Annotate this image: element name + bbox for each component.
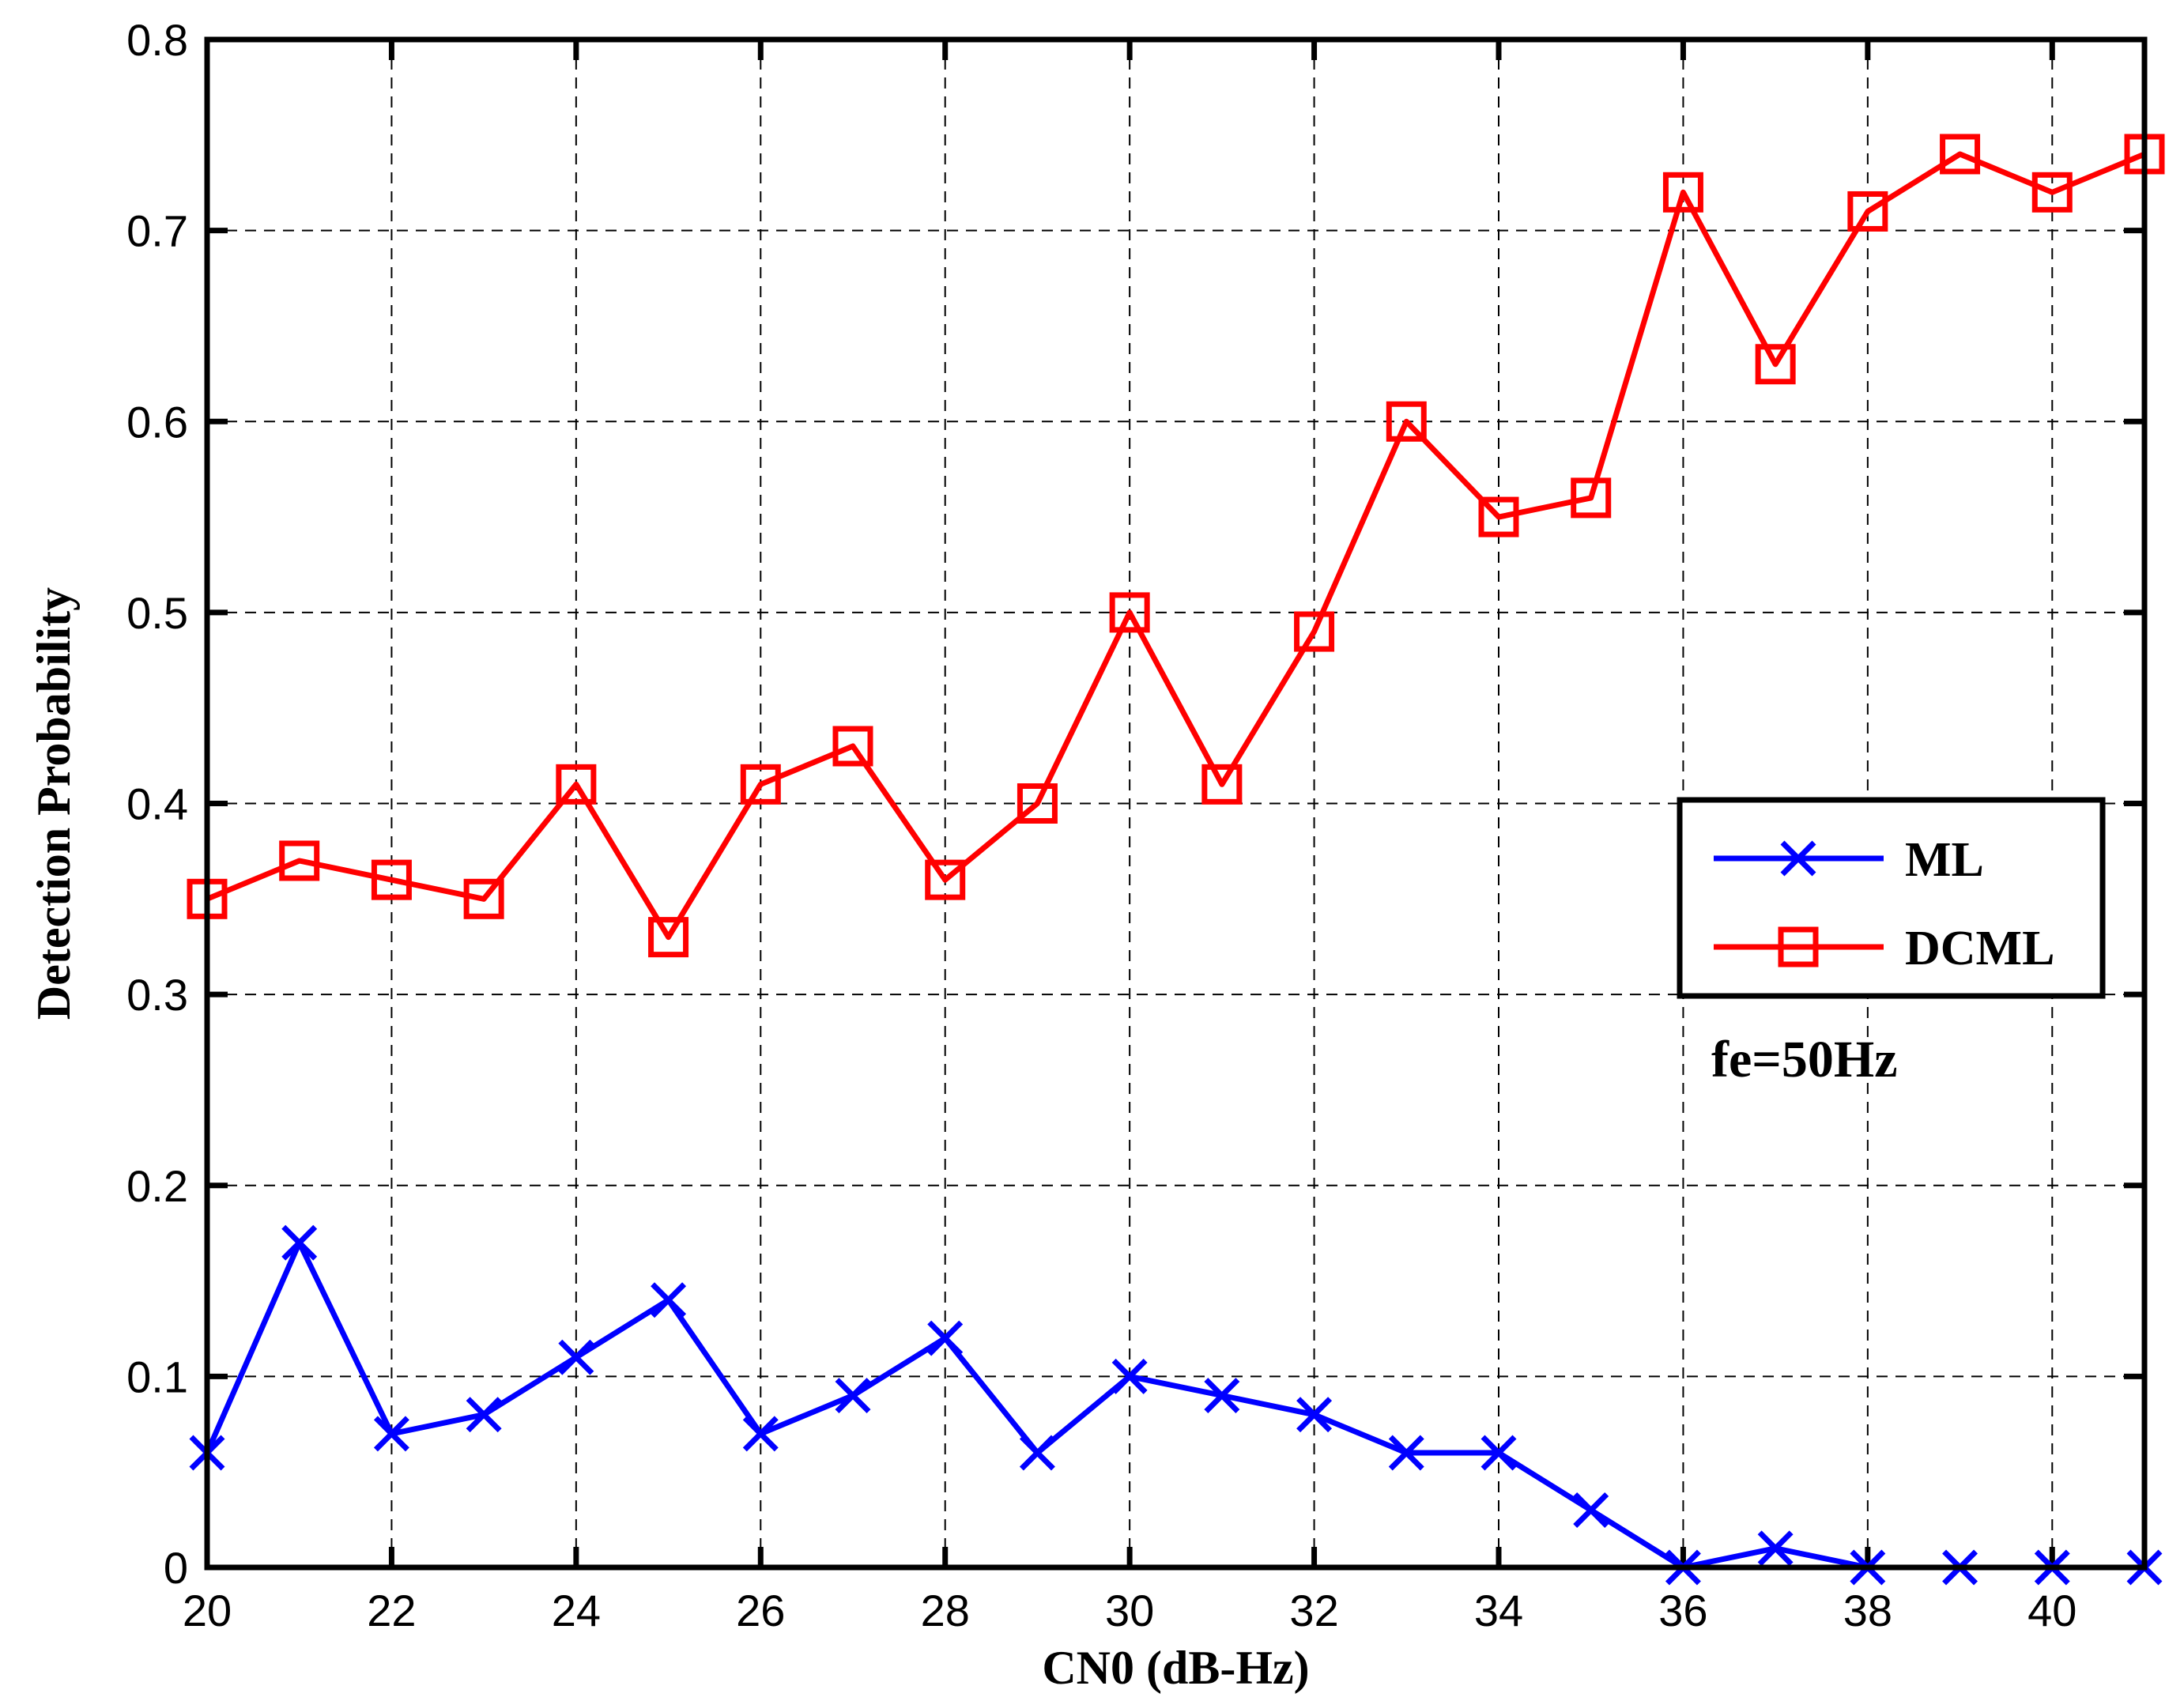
series-ml-point [1204, 1378, 1240, 1414]
series-ml-point [742, 1416, 779, 1452]
x-tick-label: 24 [552, 1586, 601, 1635]
legend-dcml-marker [1778, 926, 1819, 967]
legend-ml-label: ML [1905, 833, 1984, 887]
series-dcml-point [925, 859, 966, 900]
x-tick-label: 28 [921, 1586, 970, 1635]
series-dcml-point [279, 840, 320, 881]
x-tick-label: 40 [2027, 1586, 2076, 1635]
x-tick-label: 34 [1474, 1586, 1523, 1635]
series-dcml-point [1571, 477, 1612, 519]
x-tick-label: 26 [736, 1586, 785, 1635]
series-dcml-point [2031, 172, 2073, 213]
x-tick-label: 30 [1105, 1586, 1154, 1635]
series-dcml-point [1109, 592, 1150, 633]
axis-ticks [204, 36, 2144, 1571]
y-tick-label: 0.7 [126, 206, 188, 256]
series-ml-point [927, 1320, 964, 1356]
marker-x-stroke [1573, 1492, 1609, 1528]
series-ml-point [1573, 1492, 1609, 1528]
series-dcml-point [1847, 190, 1888, 232]
series-dcml-point [832, 726, 873, 767]
series-dcml-point [1940, 134, 1981, 175]
x-tick-label: 38 [1843, 1586, 1892, 1635]
series-ml-point [1019, 1435, 1055, 1471]
series-ml-point [558, 1339, 594, 1375]
series-ml-point [373, 1416, 409, 1452]
series-dcml-point [740, 764, 781, 805]
marker-x-stroke [927, 1320, 964, 1356]
series-dcml-point [1478, 496, 1519, 537]
y-tick-label: 0.4 [126, 779, 188, 829]
series-dcml-point [648, 917, 689, 958]
x-tick-label: 32 [1289, 1586, 1338, 1635]
series-dcml-point [1017, 783, 1058, 824]
legend-marker-square [1778, 926, 1819, 967]
plot-frame [204, 36, 2148, 1571]
marker-x-stroke [281, 1224, 318, 1261]
legend: ML DCML [1677, 797, 2106, 999]
marker-x-stroke [1757, 1530, 1794, 1567]
series-dcml-point [371, 859, 412, 900]
legend-dcml-label: DCML [1905, 922, 2054, 975]
y-tick-label: 0.6 [126, 397, 188, 447]
x-tick-label: 20 [183, 1586, 232, 1635]
series-dcml-point [1294, 611, 1335, 652]
marker-x-stroke [373, 1416, 409, 1452]
frequency-annotation: fe=50Hz [1711, 1031, 1898, 1088]
y-tick-label: 0.2 [126, 1161, 188, 1211]
series-ml-point [1111, 1358, 1148, 1394]
series-ml-point [1296, 1397, 1333, 1433]
series-ml-point [1388, 1435, 1424, 1471]
marker-x-stroke [466, 1397, 502, 1433]
marker-x-stroke [651, 1282, 687, 1318]
series-dcml-point [556, 764, 597, 805]
y-tick-label: 0.3 [126, 970, 188, 1020]
marker-x-stroke [835, 1378, 871, 1414]
series-ml-line [204, 1239, 2144, 1571]
marker-x-stroke [1388, 1435, 1424, 1471]
legend-ml-marker [1780, 840, 1816, 877]
marker-x-stroke [1780, 840, 1816, 877]
y-tick-label: 0.8 [126, 15, 188, 65]
series-dcml-line [206, 151, 2146, 941]
x-tick-label: 36 [1658, 1586, 1707, 1635]
y-tick-label: 0 [164, 1543, 188, 1593]
series-ml-point [466, 1397, 502, 1433]
marker-x-stroke [1204, 1378, 1240, 1414]
series-ml-point [1757, 1530, 1794, 1567]
series-dcml-point [463, 878, 504, 919]
y-tick-label: 0.5 [126, 588, 188, 638]
series-ml-point [651, 1282, 687, 1318]
series-dcml-point [1662, 172, 1703, 213]
series-dcml-point [1755, 344, 1796, 385]
tick-labels: 20 22 24 26 28 30 32 34 36 38 40 0 0.1 0.2 0.3 0.4 0.5 0.… [126, 15, 2076, 1635]
marker-x-stroke [742, 1416, 779, 1452]
legend-box [1677, 797, 2106, 999]
y-axis-title: Detection Probability [28, 587, 80, 1020]
marker-x-stroke [1019, 1435, 1055, 1471]
x-tick-label: 22 [367, 1586, 416, 1635]
marker-x-stroke [1481, 1435, 1517, 1471]
series-ml-point [281, 1224, 318, 1261]
plot-series [187, 134, 2165, 1586]
x-axis-title: CN0 (dB-Hz) [1042, 1642, 1309, 1694]
series-dcml-point [1386, 401, 1427, 442]
marker-x-stroke [1296, 1397, 1333, 1433]
marker-x-stroke [1111, 1358, 1148, 1394]
series-ml-point [1481, 1435, 1517, 1471]
legend-marker-x [1780, 840, 1816, 877]
series-dcml-point [1201, 764, 1243, 805]
marker-x-stroke [558, 1339, 594, 1375]
y-tick-label: 0.1 [126, 1352, 188, 1401]
series-ml-point [835, 1378, 871, 1414]
